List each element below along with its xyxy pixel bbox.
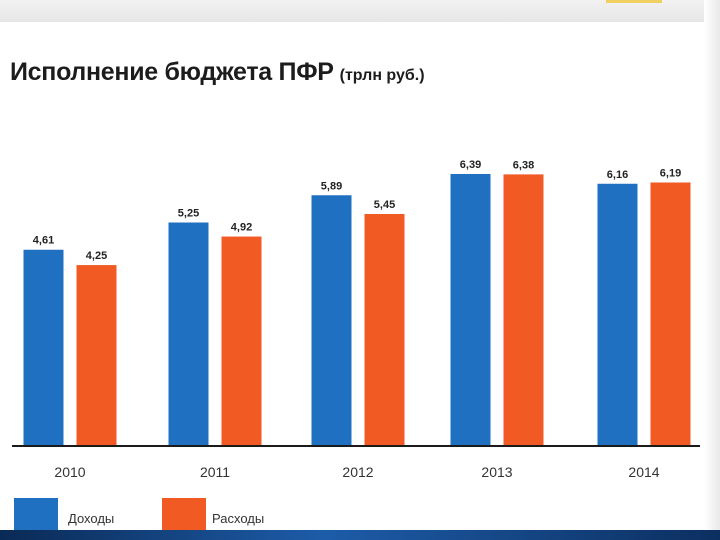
value-label-income-2010: 4,61: [33, 235, 54, 247]
bar-expense-2014: [650, 182, 691, 447]
legend-swatch-expense: [162, 498, 206, 530]
bottom-band: [0, 530, 720, 540]
value-label-expense-2011: 4,92: [231, 222, 252, 234]
value-label-expense-2012: 5,45: [374, 199, 395, 211]
chart-title-text: Исполнение бюджета ПФР: [10, 58, 334, 86]
chart-title-unit: (трлн руб.): [339, 67, 425, 84]
legend-label-expense: Расходы: [212, 511, 264, 526]
value-label-income-2011: 5,25: [178, 208, 199, 220]
bar-income-2011: [168, 222, 209, 446]
x-tick-label-2011: 2011: [200, 464, 230, 480]
bar-income-2010: [23, 249, 64, 446]
chart-title: Исполнение бюджета ПФР (трлн руб.): [10, 58, 700, 87]
legend-label-income: Доходы: [68, 511, 114, 526]
value-label-income-2013: 6,39: [460, 159, 481, 171]
bar-expense-2010: [76, 265, 117, 446]
value-label-expense-2014: 6,19: [660, 167, 681, 179]
top-accent: [606, 0, 662, 3]
bar-income-2012: [311, 195, 352, 446]
legend-swatch-income: [14, 498, 58, 530]
x-tick-label-2013: 2013: [481, 464, 512, 480]
legend: Доходы Расходы: [14, 498, 264, 530]
value-label-income-2014: 6,16: [607, 169, 628, 181]
bar-income-2014: [597, 183, 638, 446]
right-edge-shadow: [704, 0, 720, 540]
x-tick-label-2014: 2014: [628, 464, 659, 480]
bars-group: [23, 173, 691, 447]
value-label-income-2012: 5,89: [321, 180, 342, 192]
bar-expense-2012: [364, 213, 405, 446]
top-band: [0, 0, 720, 22]
value-label-expense-2010: 4,25: [86, 250, 107, 262]
bar-income-2013: [450, 173, 491, 446]
value-labels-group: 4,61 4,25 5,25 4,92 5,89 5,45 6,39 6,38 6,16 6,19: [33, 159, 681, 262]
x-tick-labels-group: 2010 2011 2012 2013 2014: [54, 464, 659, 480]
value-label-expense-2013: 6,38: [513, 159, 534, 171]
x-tick-label-2010: 2010: [54, 464, 85, 480]
bar-expense-2013: [503, 174, 544, 446]
bar-expense-2011: [221, 236, 262, 446]
x-tick-label-2012: 2012: [342, 464, 373, 480]
